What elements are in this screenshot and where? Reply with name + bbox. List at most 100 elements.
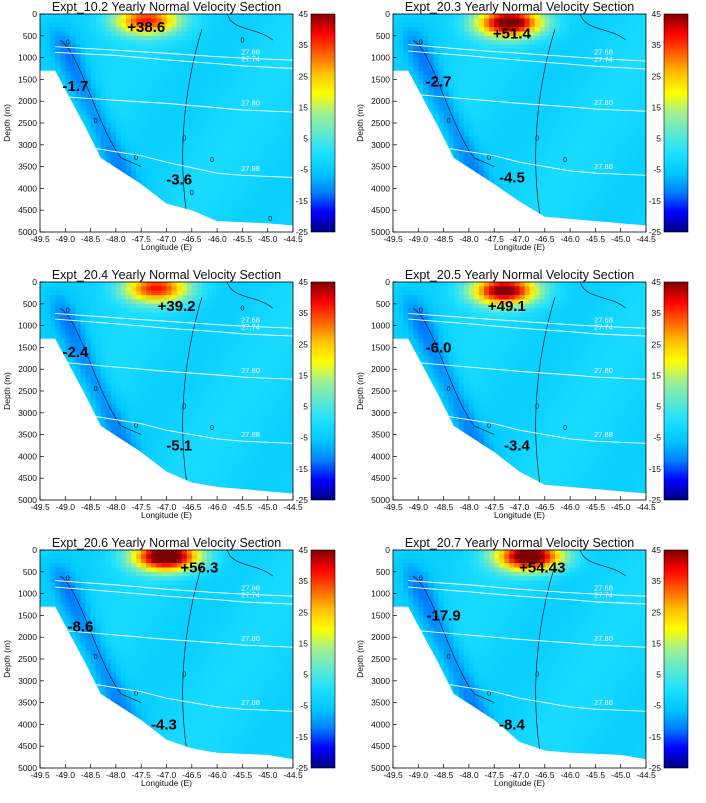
velocity-cell [621, 180, 627, 185]
velocity-cell [232, 127, 238, 132]
velocity-cell [126, 75, 132, 80]
velocity-cell [55, 71, 61, 76]
velocity-cell [237, 219, 243, 224]
velocity-cell [509, 53, 515, 58]
velocity-cell [499, 49, 505, 54]
velocity-cell [172, 201, 178, 206]
velocity-cell [101, 215, 107, 220]
velocity-cell [611, 75, 617, 80]
velocity-cell [151, 201, 157, 206]
velocity-cell [626, 40, 632, 45]
velocity-cell [626, 140, 632, 145]
velocity-cell [283, 75, 289, 80]
velocity-cell [40, 106, 46, 111]
velocity-cell [585, 197, 591, 202]
velocity-cell [136, 132, 142, 137]
velocity-cell [247, 127, 253, 132]
isopycnal-label: 27.74 [241, 55, 260, 64]
velocity-cell [111, 92, 117, 97]
velocity-cell [222, 40, 228, 45]
velocity-cell [242, 119, 248, 124]
velocity-cell [504, 97, 510, 102]
velocity-cell [398, 27, 404, 32]
velocity-cell [161, 97, 167, 102]
velocity-cell [550, 23, 556, 28]
velocity-cell [575, 75, 581, 80]
velocity-cell [494, 193, 500, 198]
velocity-cell [146, 180, 152, 185]
velocity-cell [217, 40, 223, 45]
velocity-cell [398, 180, 404, 185]
velocity-cell [479, 145, 485, 150]
velocity-cell [499, 75, 505, 80]
velocity-cell [514, 53, 520, 58]
velocity-cell [192, 114, 198, 119]
velocity-cell [91, 58, 97, 63]
velocity-cell [91, 132, 97, 137]
velocity-cell [197, 175, 203, 180]
velocity-cell [141, 132, 147, 137]
velocity-cell [202, 97, 208, 102]
velocity-cell [423, 45, 429, 50]
velocity-cell [509, 106, 515, 111]
velocity-cell [464, 71, 470, 76]
velocity-cell [283, 184, 289, 189]
velocity-cell [146, 62, 152, 67]
velocity-cell [439, 36, 445, 41]
velocity-cell [237, 14, 243, 19]
velocity-cell [560, 223, 566, 228]
velocity-cell [514, 88, 520, 93]
velocity-cell [413, 184, 419, 189]
velocity-cell [454, 88, 460, 93]
velocity-cell [45, 162, 51, 167]
velocity-cell [479, 62, 485, 67]
velocity-cell [146, 132, 152, 137]
velocity-cell [464, 119, 470, 124]
velocity-cell [570, 66, 576, 71]
velocity-cell [413, 197, 419, 202]
velocity-cell [141, 171, 147, 176]
velocity-cell [91, 84, 97, 89]
velocity-cell [86, 215, 92, 220]
velocity-cell [91, 206, 97, 211]
velocity-cell [469, 162, 475, 167]
velocity-cell [242, 88, 248, 93]
velocity-cell [530, 149, 536, 154]
velocity-cell [156, 215, 162, 220]
velocity-cell [222, 27, 228, 32]
velocity-cell [111, 31, 117, 36]
velocity-cell [192, 197, 198, 202]
velocity-cell [454, 175, 460, 180]
velocity-cell [590, 27, 596, 32]
velocity-cell [86, 184, 92, 189]
velocity-cell [50, 167, 56, 172]
velocity-cell [600, 223, 606, 228]
velocity-cell [413, 132, 419, 137]
velocity-cell [258, 145, 264, 150]
velocity-cell [232, 149, 238, 154]
velocity-cell [530, 92, 536, 97]
velocity-cell [60, 71, 66, 76]
velocity-cell [268, 75, 274, 80]
velocity-cell [268, 140, 274, 145]
velocity-cell [408, 84, 414, 89]
velocity-cell [55, 49, 61, 54]
velocity-cell [616, 197, 622, 202]
velocity-cell [464, 154, 470, 159]
velocity-cell [116, 188, 122, 193]
velocity-cell [151, 210, 157, 215]
velocity-cell [413, 193, 419, 198]
velocity-cell [177, 23, 183, 28]
velocity-cell [504, 219, 510, 224]
velocity-cell [520, 66, 526, 71]
velocity-cell [398, 31, 404, 36]
velocity-cell [70, 23, 76, 28]
velocity-cell [50, 18, 56, 23]
velocity-cell [207, 71, 213, 76]
velocity-cell [433, 175, 439, 180]
velocity-cell [258, 88, 264, 93]
velocity-cell [283, 23, 289, 28]
velocity-cell [263, 40, 269, 45]
velocity-cell [626, 167, 632, 172]
velocity-cell [393, 49, 399, 54]
